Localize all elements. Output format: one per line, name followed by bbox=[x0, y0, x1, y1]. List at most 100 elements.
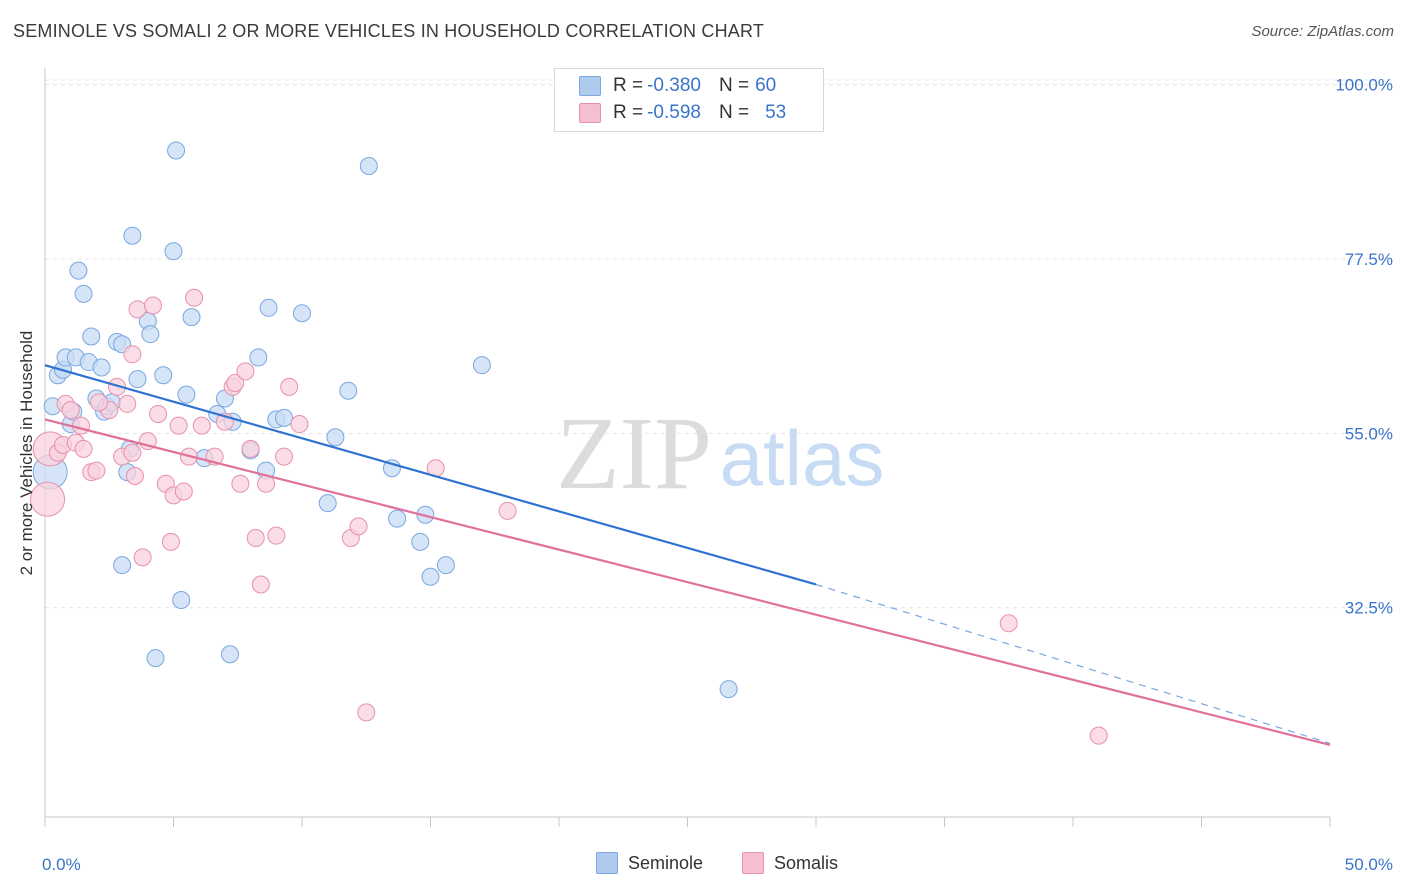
r-value: -0.380 bbox=[647, 75, 701, 96]
seminole-point bbox=[82, 327, 101, 346]
trend-lines bbox=[44, 364, 1331, 746]
tick-labels: 32.5% 55.0% 77.5% 100.0% 0.0% 50.0% bbox=[42, 76, 1393, 874]
seminole-point bbox=[318, 494, 337, 513]
x-tick-label: 50.0% bbox=[1345, 855, 1393, 874]
source-credit: Source: ZipAtlas.com bbox=[1251, 23, 1394, 40]
somalis-point bbox=[999, 614, 1018, 633]
somalis-point bbox=[128, 300, 147, 319]
x-tick-label: 0.0% bbox=[42, 855, 81, 874]
seminole-point bbox=[472, 356, 491, 375]
chart-title: SEMINOLE VS SOMALI 2 OR MORE VEHICLES IN… bbox=[13, 21, 765, 41]
somalis-point bbox=[192, 416, 211, 435]
somalis-point bbox=[123, 345, 142, 364]
seminole-point bbox=[177, 385, 196, 404]
n-value: 53 bbox=[765, 102, 787, 123]
seminole-point bbox=[249, 348, 268, 367]
r-label: R = bbox=[613, 102, 644, 123]
r-value: -0.598 bbox=[647, 102, 701, 123]
somalis-point bbox=[246, 528, 265, 547]
somalis-point bbox=[123, 443, 142, 462]
somalis-swatch bbox=[579, 103, 601, 123]
watermark-zip: ZIP bbox=[556, 396, 712, 511]
series-legend: Seminole Somalis bbox=[0, 852, 1406, 878]
somalis-point bbox=[290, 415, 309, 434]
somalis-point bbox=[61, 401, 80, 420]
seminole-point bbox=[182, 308, 201, 327]
legend-row-seminole: R = -0.380 N = 60 bbox=[579, 73, 776, 99]
seminole-point bbox=[172, 590, 191, 609]
somalis-point bbox=[226, 373, 245, 392]
somalis-point bbox=[241, 439, 260, 458]
n-label: N = bbox=[718, 102, 750, 123]
watermark: ZIP atlas bbox=[556, 396, 884, 511]
seminole-point bbox=[69, 261, 88, 280]
somalis-point bbox=[1089, 726, 1108, 745]
seminole-point bbox=[164, 242, 183, 261]
y-tick-label: 77.5% bbox=[1345, 250, 1393, 269]
somalis-point bbox=[231, 474, 250, 493]
seminole-point bbox=[123, 226, 142, 245]
somalis-point bbox=[236, 362, 255, 381]
somalis-point bbox=[133, 548, 152, 567]
seminole-point bbox=[113, 556, 132, 575]
seminole-swatch bbox=[579, 76, 601, 96]
seminole-point bbox=[326, 428, 345, 447]
seminole-point bbox=[146, 649, 165, 668]
seminole-point bbox=[421, 567, 440, 586]
somalis-point bbox=[74, 439, 93, 458]
legend-row-somalis: R = -0.598 N = 53 bbox=[579, 100, 786, 126]
somalis-point bbox=[251, 575, 270, 594]
somalis-swatch bbox=[742, 852, 764, 874]
somalis-point bbox=[498, 501, 517, 520]
n-label: N = bbox=[718, 75, 750, 96]
seminole-point bbox=[259, 298, 278, 317]
legend-item-seminole[interactable]: Seminole bbox=[596, 852, 703, 874]
seminole-point bbox=[388, 509, 407, 528]
somalis-point bbox=[143, 296, 162, 315]
somalis-point bbox=[357, 703, 376, 722]
legend-label: Somalis bbox=[774, 852, 839, 873]
somalis-point bbox=[87, 461, 106, 480]
somalis-point bbox=[275, 447, 294, 466]
somalis-point bbox=[280, 377, 299, 396]
watermark-atlas: atlas bbox=[720, 414, 885, 502]
legend-label: Seminole bbox=[628, 852, 704, 873]
seminole-point bbox=[167, 141, 186, 160]
y-tick-label: 55.0% bbox=[1345, 424, 1393, 443]
somalis-point bbox=[107, 377, 126, 396]
somalis-point bbox=[89, 393, 108, 412]
seminole-point bbox=[221, 645, 240, 664]
somalis-point bbox=[149, 404, 168, 423]
seminole-point bbox=[92, 358, 111, 377]
seminole-point bbox=[74, 284, 93, 303]
seminole-point bbox=[719, 680, 738, 699]
n-value: 60 bbox=[755, 75, 777, 96]
seminole-point bbox=[293, 304, 311, 323]
somalis-point bbox=[30, 481, 66, 517]
data-points bbox=[30, 141, 1108, 745]
seminole-point bbox=[154, 366, 173, 385]
seminole-point bbox=[275, 408, 294, 427]
gridlines bbox=[45, 79, 1392, 609]
seminole-point bbox=[359, 156, 378, 175]
r-label: R = bbox=[613, 75, 644, 96]
somalis-point bbox=[71, 416, 90, 435]
y-tick-label: 32.5% bbox=[1345, 599, 1393, 618]
somalis-point bbox=[349, 517, 368, 536]
somalis-point bbox=[169, 416, 188, 435]
correlation-legend: R = -0.380 N = 60 R = -0.598 N = 53 bbox=[554, 68, 824, 132]
somalis-point bbox=[185, 288, 204, 307]
seminole-point bbox=[339, 381, 358, 400]
somalis-point bbox=[118, 394, 137, 413]
seminole-swatch bbox=[596, 852, 618, 874]
somalis-point bbox=[125, 466, 144, 485]
seminole-point bbox=[141, 325, 160, 344]
seminole-trend-line bbox=[44, 364, 817, 586]
seminole-point bbox=[128, 370, 147, 389]
y-tick-label: 100.0% bbox=[1335, 76, 1393, 95]
seminole-point bbox=[436, 556, 455, 575]
legend-item-somalis[interactable]: Somalis bbox=[742, 852, 838, 874]
somalis-point bbox=[267, 526, 286, 545]
seminole-point bbox=[411, 532, 430, 551]
